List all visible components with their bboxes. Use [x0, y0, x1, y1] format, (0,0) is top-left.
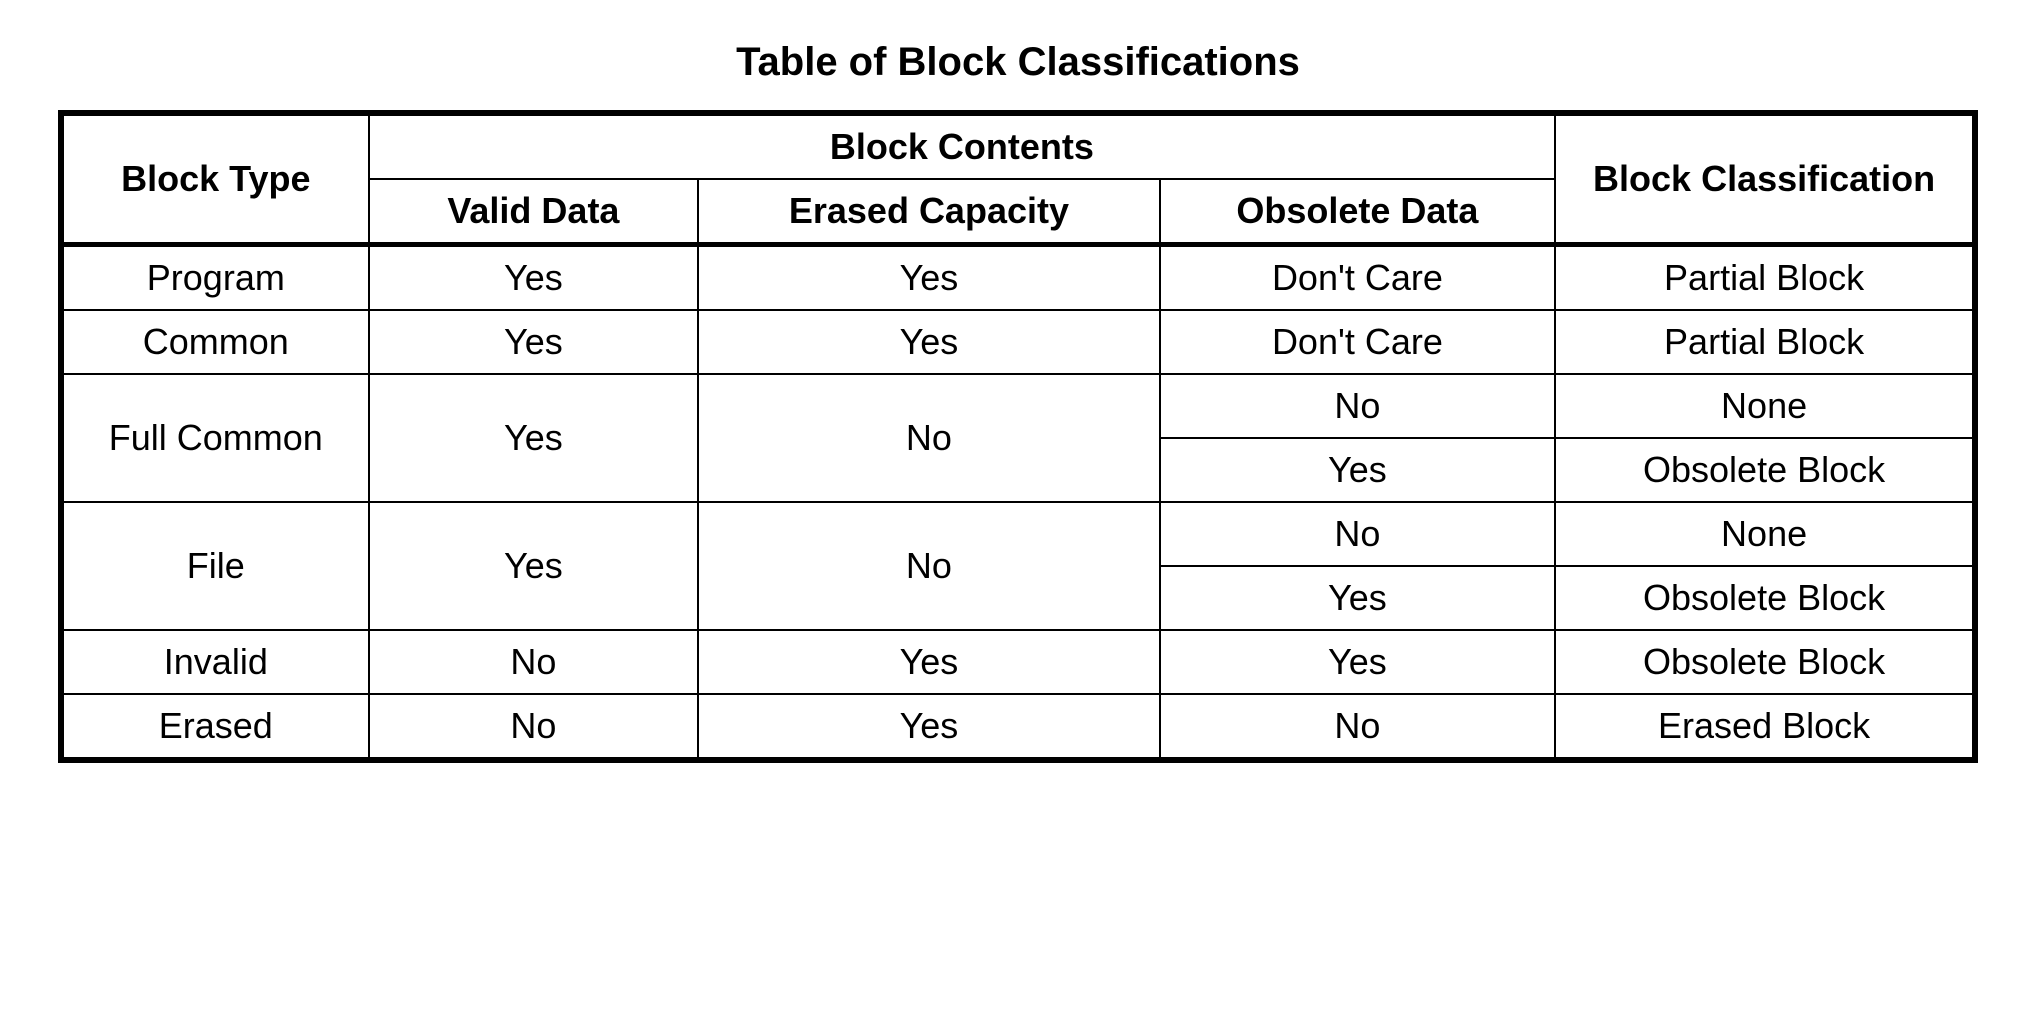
header-obsolete-data: Obsolete Data: [1160, 179, 1556, 245]
cell-block-type: Program: [61, 245, 369, 311]
cell-classification: None: [1555, 502, 1975, 566]
cell-erased-capacity: No: [698, 502, 1159, 630]
cell-obsolete-data: Yes: [1160, 630, 1556, 694]
cell-erased-capacity: No: [698, 374, 1159, 502]
cell-block-type: Common: [61, 310, 369, 374]
table-title: Table of Block Classifications: [736, 40, 1300, 85]
cell-erased-capacity: Yes: [698, 245, 1159, 311]
cell-valid-data: Yes: [369, 310, 699, 374]
cell-classification: Partial Block: [1555, 310, 1975, 374]
cell-valid-data: No: [369, 694, 699, 760]
cell-obsolete-data: Yes: [1160, 438, 1556, 502]
cell-erased-capacity: Yes: [698, 630, 1159, 694]
cell-block-type: Full Common: [61, 374, 369, 502]
cell-classification: Obsolete Block: [1555, 438, 1975, 502]
cell-block-type: File: [61, 502, 369, 630]
cell-block-type: Erased: [61, 694, 369, 760]
table-row: Program Yes Yes Don't Care Partial Block: [61, 245, 1975, 311]
cell-classification: Partial Block: [1555, 245, 1975, 311]
cell-obsolete-data: Yes: [1160, 566, 1556, 630]
cell-valid-data: Yes: [369, 502, 699, 630]
cell-obsolete-data: No: [1160, 502, 1556, 566]
table-row: Common Yes Yes Don't Care Partial Block: [61, 310, 1975, 374]
cell-erased-capacity: Yes: [698, 694, 1159, 760]
cell-valid-data: Yes: [369, 374, 699, 502]
cell-classification: Obsolete Block: [1555, 630, 1975, 694]
block-classification-table: Block Type Block Contents Block Classifi…: [58, 110, 1978, 763]
table-row: Erased No Yes No Erased Block: [61, 694, 1975, 760]
cell-classification: Obsolete Block: [1555, 566, 1975, 630]
header-erased-capacity: Erased Capacity: [698, 179, 1159, 245]
cell-valid-data: Yes: [369, 245, 699, 311]
cell-classification: Erased Block: [1555, 694, 1975, 760]
cell-obsolete-data: Don't Care: [1160, 245, 1556, 311]
cell-obsolete-data: Don't Care: [1160, 310, 1556, 374]
header-valid-data: Valid Data: [369, 179, 699, 245]
table-row: Full Common Yes No No None: [61, 374, 1975, 438]
cell-erased-capacity: Yes: [698, 310, 1159, 374]
header-block-type: Block Type: [61, 113, 369, 245]
cell-valid-data: No: [369, 630, 699, 694]
table-row: File Yes No No None: [61, 502, 1975, 566]
cell-classification: None: [1555, 374, 1975, 438]
cell-obsolete-data: No: [1160, 374, 1556, 438]
header-block-classification: Block Classification: [1555, 113, 1975, 245]
header-block-contents: Block Contents: [369, 113, 1556, 179]
cell-block-type: Invalid: [61, 630, 369, 694]
table-row: Invalid No Yes Yes Obsolete Block: [61, 630, 1975, 694]
cell-obsolete-data: No: [1160, 694, 1556, 760]
